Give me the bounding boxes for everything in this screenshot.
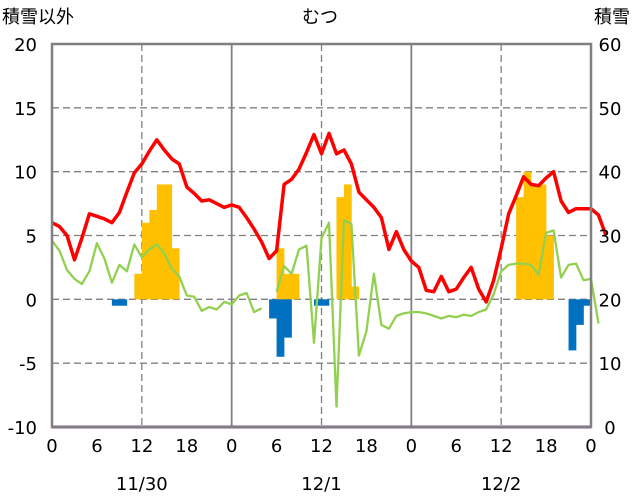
bar — [269, 299, 277, 319]
bar — [284, 299, 292, 338]
right-tick-label: 50 — [599, 99, 622, 120]
right-tick-label: 0 — [604, 418, 615, 439]
hour-tick-label: 12 — [310, 436, 333, 457]
hour-tick-label: 18 — [535, 436, 558, 457]
hour-tick-label: 0 — [406, 436, 417, 457]
left-tick-label: 0 — [26, 290, 37, 311]
hour-tick-label: 0 — [46, 436, 57, 457]
plot-frame — [50, 42, 593, 429]
right-tick-label: 40 — [599, 163, 622, 184]
hour-tick-label: 18 — [175, 436, 198, 457]
right-tick-label: 10 — [599, 354, 622, 375]
hour-tick-label: 6 — [451, 436, 462, 457]
hour-tick-label: 12 — [490, 436, 513, 457]
bar — [343, 184, 352, 300]
left-tick-label: 5 — [26, 227, 37, 248]
bar — [156, 184, 165, 300]
left-tick-label: 20 — [14, 35, 37, 56]
left-tick-label: 10 — [14, 163, 37, 184]
right-tick-label: 60 — [599, 35, 622, 56]
right-tick-label: 30 — [599, 227, 622, 248]
bar — [134, 273, 143, 300]
series-line — [275, 219, 600, 408]
bar — [568, 299, 577, 351]
day-label: 11/30 — [116, 474, 168, 495]
hour-tick-label: 12 — [130, 436, 153, 457]
left-tick-label: -10 — [8, 418, 37, 439]
day-label: 12/1 — [301, 474, 341, 495]
bar — [538, 184, 547, 300]
hour-tick-label: 18 — [355, 436, 378, 457]
hour-tick-label: 0 — [226, 436, 237, 457]
bar — [321, 299, 330, 306]
chart-title: むつ — [302, 7, 338, 28]
series-line — [51, 239, 263, 314]
bar — [141, 222, 150, 300]
bar — [336, 197, 345, 300]
left-tick-label: 15 — [14, 99, 37, 120]
bar — [583, 299, 592, 306]
bar — [516, 197, 524, 300]
bar — [576, 299, 584, 325]
bar — [284, 273, 292, 300]
bar — [164, 184, 173, 300]
bar — [149, 209, 158, 300]
bar — [531, 184, 539, 300]
right-axis-label: 積雪 — [594, 7, 630, 28]
right-tick-label: 20 — [599, 290, 622, 311]
hour-tick-label: 0 — [585, 436, 596, 457]
bar — [546, 235, 554, 300]
hour-tick-label: 6 — [91, 436, 102, 457]
hour-tick-label: 6 — [271, 436, 282, 457]
bar — [523, 171, 532, 300]
left-axis-label: 積雪以外 — [2, 7, 74, 28]
bar — [276, 248, 285, 300]
bar — [276, 299, 285, 357]
left-tick-label: -5 — [19, 354, 37, 375]
day-label: 12/2 — [481, 474, 521, 495]
bar — [119, 299, 128, 306]
bar — [111, 299, 120, 306]
bar — [291, 273, 300, 300]
series-line — [51, 131, 608, 304]
